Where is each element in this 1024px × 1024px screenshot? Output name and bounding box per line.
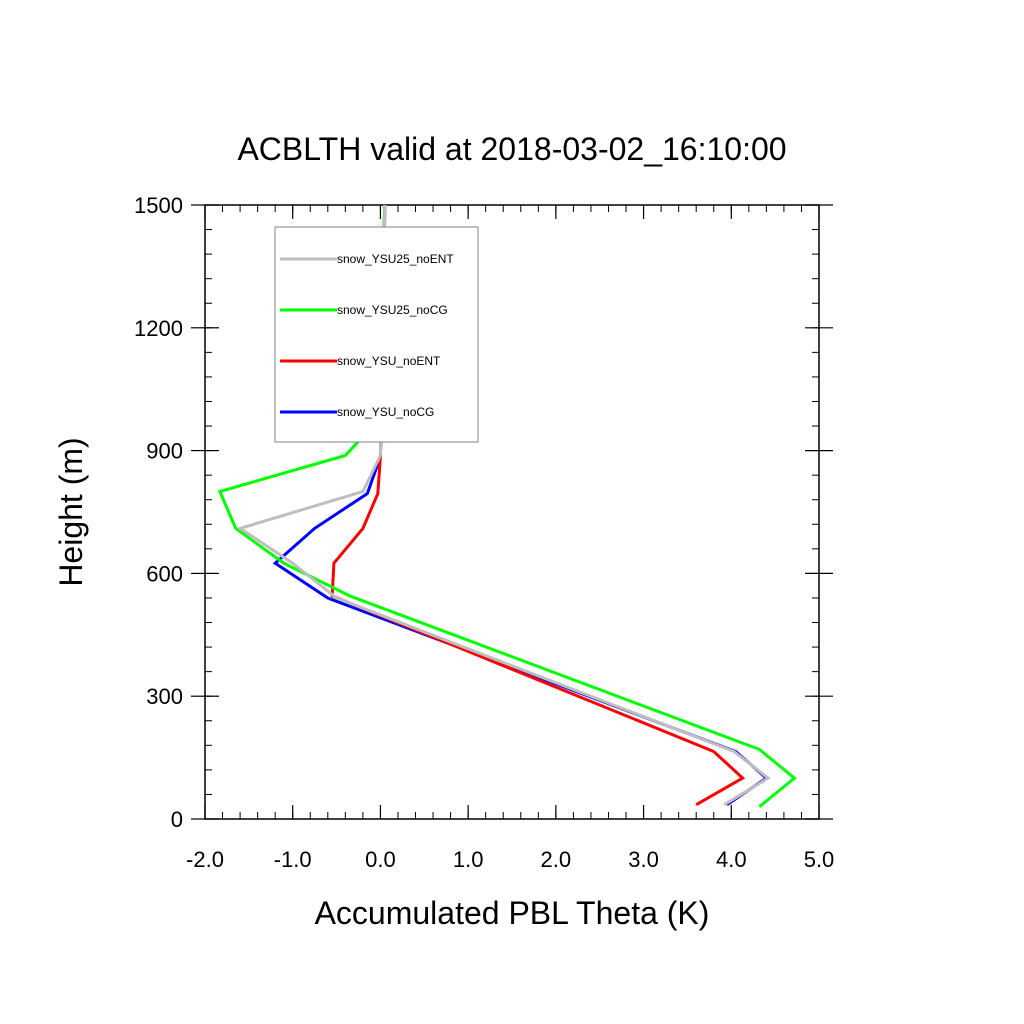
y-tick-label: 1500 (134, 193, 183, 218)
y-axis-label: Height (m) (53, 437, 89, 586)
chart-title: ACBLTH valid at 2018-03-02_16:10:00 (237, 131, 786, 167)
y-tick-labels: 0 300 600 900 1200 1500 (134, 193, 183, 832)
x-tick-label: 2.0 (541, 847, 572, 872)
x-tick-label: 1.0 (453, 847, 484, 872)
x-tick-label: -1.0 (274, 847, 312, 872)
x-axis-label: Accumulated PBL Theta (K) (315, 895, 710, 931)
y-tick-label: 1200 (134, 316, 183, 341)
legend-label: snow_YSU_noCG (337, 405, 434, 419)
major-ticks (191, 204, 833, 820)
x-tick-label: 4.0 (716, 847, 747, 872)
legend-label: snow_YSU_noENT (337, 354, 441, 368)
plot-frame (204, 204, 820, 820)
x-tick-labels: -2.0 -1.0 0.0 1.0 2.0 3.0 4.0 5.0 (186, 847, 834, 872)
x-tick-label: -2.0 (186, 847, 224, 872)
legend-label: snow_YSU25_noCG (337, 303, 448, 317)
x-tick-label: 0.0 (365, 847, 396, 872)
x-tick-label: 3.0 (628, 847, 659, 872)
legend: snow_YSU25_noENT snow_YSU25_noCG snow_YSU_… (274, 226, 479, 443)
x-tick-label: 5.0 (804, 847, 835, 872)
legend-box (274, 226, 479, 443)
y-tick-label: 0 (171, 807, 183, 832)
legend-label: snow_YSU25_noENT (337, 252, 454, 266)
y-tick-label: 300 (146, 684, 183, 709)
y-tick-label: 600 (146, 561, 183, 586)
y-tick-label: 900 (146, 439, 183, 464)
legend-items: snow_YSU25_noENT snow_YSU25_noCG snow_YSU_… (280, 252, 454, 419)
